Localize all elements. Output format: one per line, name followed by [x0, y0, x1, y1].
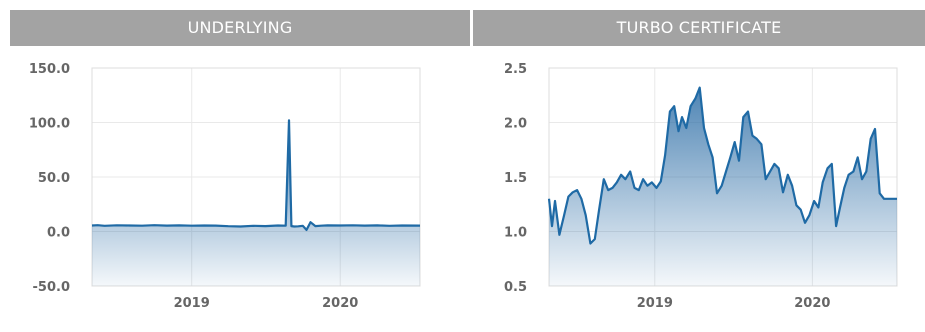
- underlying-header: UNDERLYING: [10, 10, 470, 46]
- underlying-panel: UNDERLYING 150.0 100.0 50.0 0.0 -50.0 2019 202…: [10, 10, 470, 332]
- underlying-chart: 150.0 100.0 50.0 0.0 -50.0 2019 2020: [29, 62, 421, 311]
- y-tick-label: 1.0: [504, 226, 527, 241]
- series-line: [547, 86, 897, 245]
- turbo-certificate-panel: TURBO CERTIFICATE 2.5 2.0 1.5 1.0 0.5 2019 202…: [473, 10, 925, 332]
- turbo-certificate-header: TURBO CERTIFICATE: [473, 10, 925, 46]
- series-line: [91, 119, 421, 231]
- turbo-certificate-chart: 2.5 2.0 1.5 1.0 0.5 2019 2020: [504, 62, 898, 311]
- x-tick-label: 2020: [322, 296, 358, 311]
- y-tick-label: 2.5: [504, 62, 527, 77]
- y-tick-label: 0.5: [504, 280, 527, 295]
- y-tick-label: 150.0: [29, 62, 70, 77]
- x-tick-label: 2020: [794, 296, 830, 311]
- y-tick-label: 50.0: [38, 171, 70, 186]
- x-tick-label: 2019: [637, 296, 673, 311]
- y-tick-label: -50.0: [33, 280, 70, 295]
- series-area: [549, 87, 897, 286]
- series-area: [92, 120, 420, 286]
- y-tick-label: 100.0: [29, 117, 70, 132]
- y-tick-label: 1.5: [504, 171, 527, 186]
- y-tick-label: 2.0: [504, 117, 527, 132]
- x-tick-label: 2019: [174, 296, 210, 311]
- y-tick-label: 0.0: [47, 226, 70, 241]
